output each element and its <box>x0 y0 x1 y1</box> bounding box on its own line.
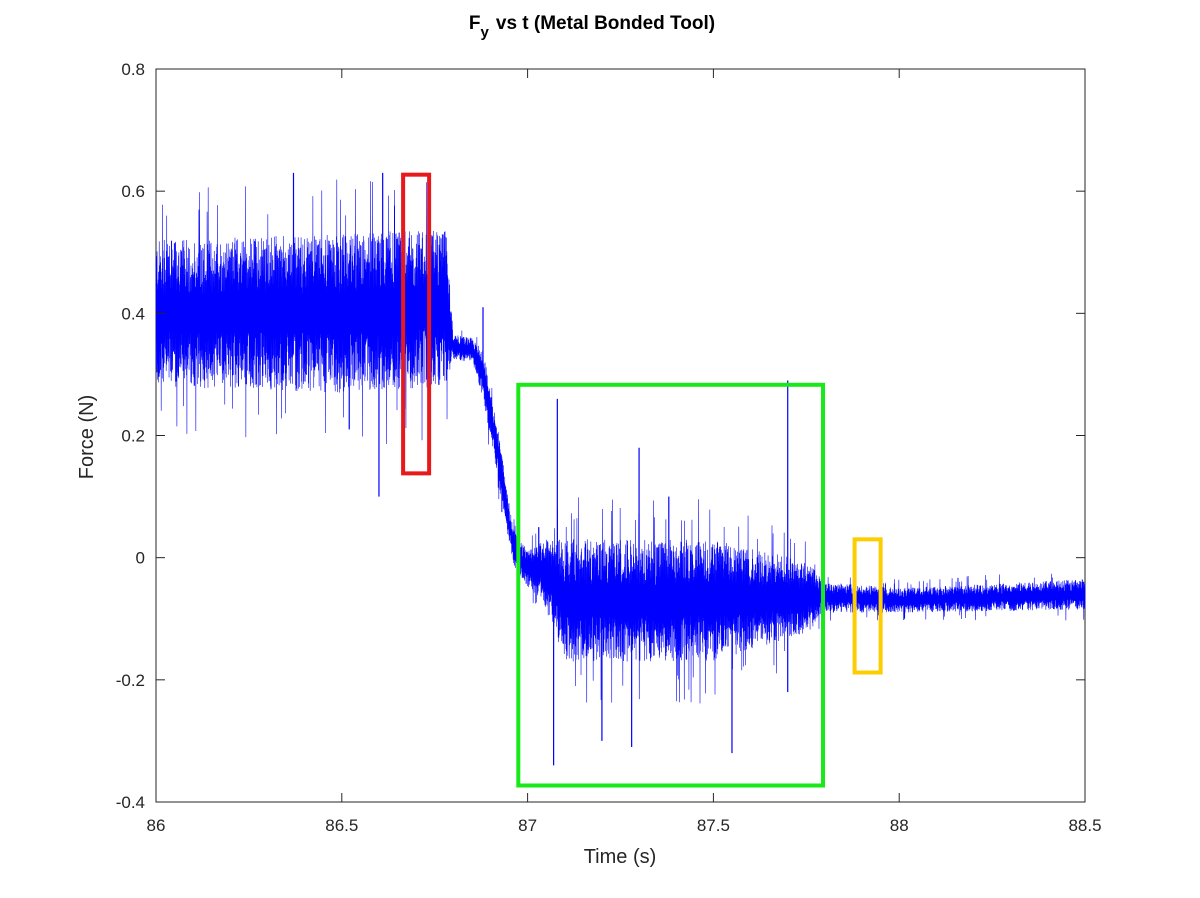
y-tick-label: -0.2 <box>116 671 145 690</box>
x-tick-label: 88 <box>890 816 909 835</box>
title-main: F <box>469 13 481 34</box>
title-subscript: y <box>481 24 490 41</box>
x-tick-label: 87 <box>518 816 537 835</box>
title-rest: vs t (Metal Bonded Tool) <box>496 13 715 34</box>
y-tick-label: 0.2 <box>121 427 145 446</box>
x-tick-label: 87.5 <box>697 816 730 835</box>
x-tick-label: 88.5 <box>1068 816 1101 835</box>
x-axis-label: Time (s) <box>584 846 657 868</box>
y-tick-label: 0.6 <box>121 182 145 201</box>
y-axis-label: Force (N) <box>76 395 98 479</box>
highlight-box-red <box>401 172 432 476</box>
series-line <box>155 179 1086 704</box>
y-tick-label: -0.4 <box>116 793 145 812</box>
x-tick-label: 86.5 <box>325 816 358 835</box>
plot-area: 86 86.5 87 87.5 88 88.5 -0.4 -0.2 0 0.2 0.4 0.6 0.8 <box>116 60 1102 835</box>
y-tick-label: 0 <box>136 549 145 568</box>
highlight-box-yellow <box>852 537 883 675</box>
chart-title: Fy vs t (Metal Bonded Tool) <box>469 13 715 41</box>
highlight-box-green <box>516 382 826 788</box>
x-tick-label: 86 <box>147 816 166 835</box>
y-tick-label: 0.8 <box>121 60 145 79</box>
y-tick-label: 0.4 <box>121 304 145 323</box>
